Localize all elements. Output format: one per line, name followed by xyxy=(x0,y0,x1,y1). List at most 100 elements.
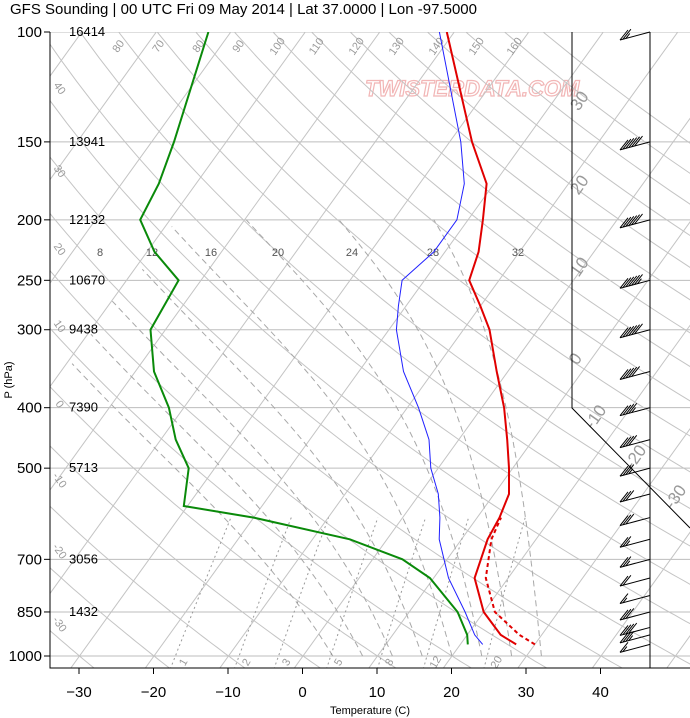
wind-barb-flag xyxy=(622,631,632,643)
wind-barb-flag xyxy=(628,366,638,378)
x-tick-label: 10 xyxy=(369,684,386,701)
x-tick-label: 30 xyxy=(518,684,535,701)
wind-barb-flag xyxy=(625,403,635,415)
wind-barb-shaft xyxy=(619,371,651,380)
wind-barb-flag xyxy=(622,277,632,288)
mixing-ratio-label: 12 xyxy=(146,247,158,259)
wind-barb-flag xyxy=(625,276,635,288)
wind-barb-shaft xyxy=(619,595,651,605)
wind-barb-shaft xyxy=(619,407,651,417)
wind-barb-flag xyxy=(631,214,641,226)
wind-barb-flag xyxy=(622,326,632,338)
wind-barb-flag xyxy=(622,556,632,567)
plot-frame xyxy=(49,32,690,669)
dry-adiabat-line xyxy=(50,385,397,668)
wind-barb-half-flag xyxy=(625,560,631,567)
mixing-ratio-label: 5 xyxy=(332,657,345,668)
moist-adiabat-line xyxy=(171,226,453,657)
mixing-ratio-line xyxy=(170,517,232,668)
wind-barb-flag xyxy=(619,139,629,151)
wind-barb-flag xyxy=(625,490,635,501)
wind-barb xyxy=(619,213,651,229)
wind-barb xyxy=(619,622,651,636)
wind-barb-flag xyxy=(631,136,641,148)
dry-adiabat-line xyxy=(50,567,171,668)
wind-barb-flag xyxy=(622,514,632,526)
watermark-logo: TWISTERDATA.COM xyxy=(365,76,580,101)
height-label: 5713 xyxy=(69,460,98,475)
wind-barb-shaft xyxy=(619,558,651,568)
dry-adiabat-line xyxy=(50,212,624,668)
height-label: 9438 xyxy=(69,322,98,337)
wind-barb-flag xyxy=(619,575,629,587)
wind-barb-shaft xyxy=(619,643,651,653)
y-tick-label: 250 xyxy=(17,272,42,289)
adiabat-label: 30 xyxy=(51,163,68,180)
wind-barb-flag xyxy=(619,557,629,568)
isotherm-line xyxy=(442,324,690,668)
wind-barb-flag xyxy=(625,367,635,379)
height-label: 12132 xyxy=(69,212,105,227)
y-tick-label: 400 xyxy=(17,400,42,417)
wind-barb-flag xyxy=(619,437,629,448)
wind-barb-flag xyxy=(622,138,632,150)
wind-barb-shaft xyxy=(619,626,651,636)
height-label: 7390 xyxy=(69,400,98,415)
y-tick-label: 200 xyxy=(17,212,42,229)
wind-barb xyxy=(619,608,651,621)
isotherm-line xyxy=(293,117,690,668)
wind-barb xyxy=(619,323,651,339)
wind-barb-flag xyxy=(622,368,632,380)
moist-adiabat-line xyxy=(245,219,483,657)
x-tick-label: 20 xyxy=(443,684,460,701)
wind-barb-flag xyxy=(631,366,641,377)
dry-adiabat-line xyxy=(118,32,690,510)
mixing-ratio-line xyxy=(423,517,470,668)
x-tick-label: −20 xyxy=(141,684,166,701)
adiabat-label: 0 xyxy=(53,399,66,411)
wind-barb-flag xyxy=(622,465,632,476)
frame-boundary xyxy=(571,32,690,529)
y-tick-label: 300 xyxy=(17,322,42,339)
wind-barb-flag xyxy=(625,608,635,619)
wind-barb-flag xyxy=(628,137,638,148)
wind-barb xyxy=(619,274,651,289)
wind-barb-flag xyxy=(625,623,635,635)
dry-adiabat-line xyxy=(50,327,473,668)
mixing-ratio-label: 24 xyxy=(346,247,358,259)
wind-barb xyxy=(619,135,651,151)
wind-barb-flag xyxy=(631,324,641,335)
wind-barb-flag xyxy=(634,213,643,225)
wind-barb-flag xyxy=(622,574,632,586)
wind-barb-shaft xyxy=(619,493,651,503)
wind-barb-half-flag xyxy=(622,646,628,652)
height-label: 13941 xyxy=(69,134,105,149)
dry-adiabat-line xyxy=(50,156,690,665)
mixing-ratio-line xyxy=(326,517,379,668)
moist-adiabat-line xyxy=(90,333,364,657)
moist-adiabat-line xyxy=(71,363,334,657)
wind-barb-flag xyxy=(622,404,632,416)
x-tick-label: −30 xyxy=(66,684,91,701)
wind-barb-flag xyxy=(628,325,638,336)
wind-barb-flag xyxy=(619,515,629,526)
wind-barb xyxy=(619,642,651,653)
wind-barb-flag xyxy=(619,29,629,41)
wind-barb-flag xyxy=(625,513,635,525)
wind-barb-flag xyxy=(619,491,629,503)
x-axis-label: Temperature (C) xyxy=(330,705,410,717)
profiles xyxy=(139,32,536,646)
wind-barb-flag xyxy=(625,631,635,642)
dry-adiabat-line xyxy=(349,32,690,301)
wind-barb-flag xyxy=(622,536,632,547)
wind-barb-flag xyxy=(622,624,632,635)
dry-adiabat-line xyxy=(50,99,690,625)
mixing-ratio-label: 3 xyxy=(280,657,293,668)
isotherm-line xyxy=(50,32,157,181)
wind-barb-flag xyxy=(622,608,632,620)
y-tick-label: 100 xyxy=(17,24,42,41)
wind-barb-shaft xyxy=(619,634,651,644)
wind-barb xyxy=(619,490,651,503)
